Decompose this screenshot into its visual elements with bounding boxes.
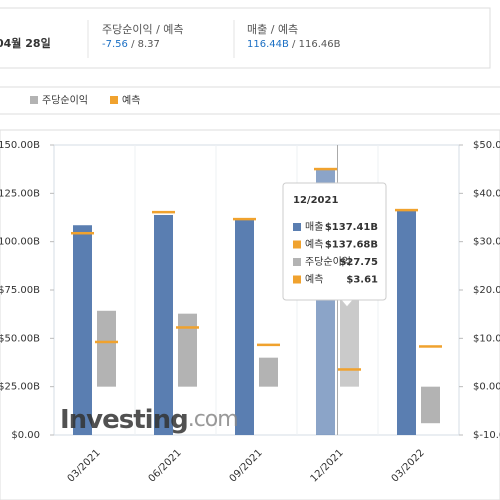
rev-label: 매출 / 예측 xyxy=(247,23,298,36)
sep: / xyxy=(131,39,135,50)
y-tick-label: $25.00B xyxy=(0,382,40,393)
forecast-marker xyxy=(95,340,118,344)
tooltip-swatch xyxy=(293,275,301,284)
forecast-marker xyxy=(257,343,280,347)
bar xyxy=(73,225,92,435)
tooltip-value: $137.68B xyxy=(325,240,378,251)
legend-label: 예측 xyxy=(122,95,140,107)
eps-forecast: 8.37 xyxy=(138,39,160,50)
watermark-brand: Investing xyxy=(60,405,188,435)
bar xyxy=(154,214,173,435)
rev-actual: 116.44B xyxy=(247,39,289,50)
tooltip-swatch xyxy=(293,258,301,266)
forecast-marker xyxy=(233,217,256,221)
eps-values: -7.56 / 8.37 xyxy=(102,39,160,50)
y2-tick-label: $20.00 xyxy=(473,285,500,296)
tooltip-box xyxy=(282,182,387,301)
x-tick-label: 03/2021 xyxy=(66,447,103,484)
y-tick-label: $100.00B xyxy=(0,237,40,248)
header-box xyxy=(0,7,491,69)
y2-tick-label: $10.00 xyxy=(473,333,500,344)
y2-tick-label: $30.00 xyxy=(473,237,500,248)
x-tick-label: 06/2021 xyxy=(147,447,184,484)
y-tick-label: $75.00B xyxy=(0,285,40,296)
tooltip-name: 예측 xyxy=(305,274,323,286)
x-tick-label: 12/2021 xyxy=(309,447,346,484)
bar xyxy=(397,209,416,435)
y2-tick-label: $0.00 xyxy=(473,382,500,393)
rev-forecast: 116.46B xyxy=(299,39,341,50)
watermark-suffix: .com xyxy=(188,407,238,432)
legend-swatch xyxy=(30,96,38,104)
header-date: 04월 28일 xyxy=(0,36,51,50)
forecast-marker xyxy=(152,210,175,214)
forecast-marker xyxy=(419,345,442,348)
tooltip-name: 예측 xyxy=(305,239,323,251)
y-tick-label: $0.00 xyxy=(11,430,40,441)
eps-actual: -7.56 xyxy=(102,39,128,50)
y2-tick-label: $50.00 xyxy=(473,140,500,151)
y-tick-label: $150.00B xyxy=(0,140,40,151)
tooltip-value: $27.75 xyxy=(339,257,378,268)
tooltip-pointer xyxy=(339,299,355,308)
bar xyxy=(178,313,197,387)
sep: / xyxy=(292,39,296,50)
tooltip-name: 주당순이익 xyxy=(305,256,351,268)
rev-values: 116.44B / 116.46B xyxy=(247,39,341,50)
y-tick-label: $125.00B xyxy=(0,188,40,199)
tooltip-title: 12/2021 xyxy=(293,195,338,206)
bar xyxy=(97,310,116,387)
y2-tick-label: $-10.00 xyxy=(473,430,500,441)
forecast-marker xyxy=(314,167,337,171)
forecast-marker xyxy=(176,326,199,329)
tooltip-value: $3.61 xyxy=(346,275,378,286)
forecast-marker xyxy=(338,368,361,371)
tooltip-value: $137.41B xyxy=(325,222,378,233)
y2-tick-label: $40.00 xyxy=(473,188,500,199)
y-tick-label: $50.00B xyxy=(0,333,40,344)
bar xyxy=(259,357,278,387)
tooltip-swatch xyxy=(293,223,301,231)
bar xyxy=(421,386,440,424)
tooltip-name: 매출 xyxy=(305,221,323,233)
watermark: Investing.com xyxy=(60,405,238,435)
chart-frame xyxy=(0,129,500,500)
x-tick-label: 03/2022 xyxy=(390,447,427,484)
bar xyxy=(235,220,254,435)
legend-swatch xyxy=(110,96,118,104)
forecast-marker xyxy=(71,231,94,235)
forecast-marker xyxy=(395,208,418,212)
legend-label: 주당순이익 xyxy=(42,95,88,107)
eps-label: 주당순이익 / 예측 xyxy=(102,23,184,36)
tooltip-swatch xyxy=(293,240,301,249)
x-tick-label: 09/2021 xyxy=(228,447,265,484)
